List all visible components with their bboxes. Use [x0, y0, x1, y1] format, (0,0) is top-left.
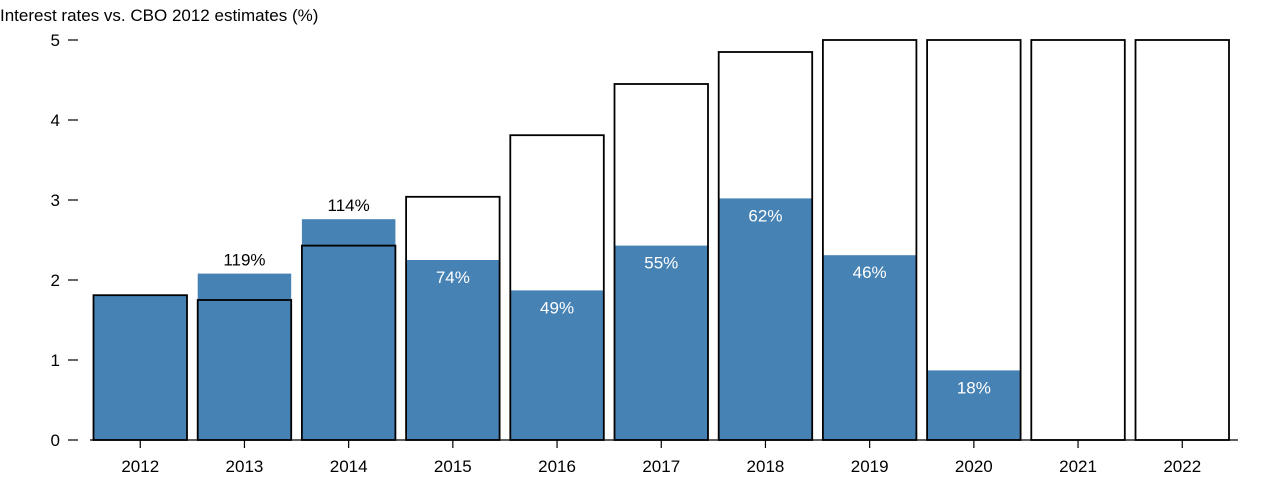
x-tick-label: 2012: [121, 457, 159, 476]
y-tick-label: 4: [51, 111, 60, 130]
ratio-label: 114%: [328, 196, 370, 215]
x-tick-label: 2022: [1163, 457, 1201, 476]
y-tick-label: 1: [51, 351, 60, 370]
actual-bar: [406, 260, 500, 440]
ratio-label: 18%: [957, 378, 991, 397]
chart-title: Interest rates vs. CBO 2012 estimates (%…: [0, 6, 318, 25]
estimate-bar: [1030, 39, 1126, 441]
x-tick-label: 2019: [851, 457, 889, 476]
x-axis: 2012 2013 2014 2015 2016 2017 2018 2019 2020 2021…: [90, 439, 1238, 476]
x-tick-label: 2018: [747, 457, 785, 476]
x-tick-label: 2013: [226, 457, 264, 476]
estimate-bar: [1134, 39, 1230, 441]
ratio-label: 62%: [748, 206, 782, 225]
y-tick-label: 2: [51, 271, 60, 290]
x-tick-label: 2020: [955, 457, 993, 476]
y-axis: 0 1 2 3 4 5: [51, 31, 78, 450]
x-tick-label: 2014: [330, 457, 368, 476]
ratio-label: 119%: [223, 251, 265, 270]
actual-bar: [510, 290, 604, 440]
actual-bar: [718, 198, 813, 440]
ratio-label: 55%: [644, 254, 678, 273]
x-tick-label: 2021: [1059, 457, 1097, 476]
actual-bar: [197, 273, 292, 440]
actual-bar: [927, 370, 1021, 440]
x-tick-label: 2016: [538, 457, 576, 476]
y-tick-label: 3: [51, 191, 60, 210]
actual-bars: [93, 198, 1021, 440]
actual-bar: [614, 245, 708, 440]
y-tick-label: 5: [51, 31, 60, 50]
x-tick-label: 2015: [434, 457, 472, 476]
ratio-label: 74%: [436, 268, 470, 287]
actual-bar: [93, 296, 187, 440]
ratio-label: 49%: [540, 298, 574, 317]
y-tick-label: 0: [51, 431, 60, 450]
actual-bar: [301, 219, 396, 440]
estimate-bars: [92, 39, 1230, 441]
ratio-labels: 119% 114% 74% 49% 55% 62% 46% 18%: [223, 196, 991, 397]
actual-bar: [822, 255, 917, 440]
x-tick-label: 2017: [642, 457, 680, 476]
ratio-label: 46%: [853, 263, 887, 282]
